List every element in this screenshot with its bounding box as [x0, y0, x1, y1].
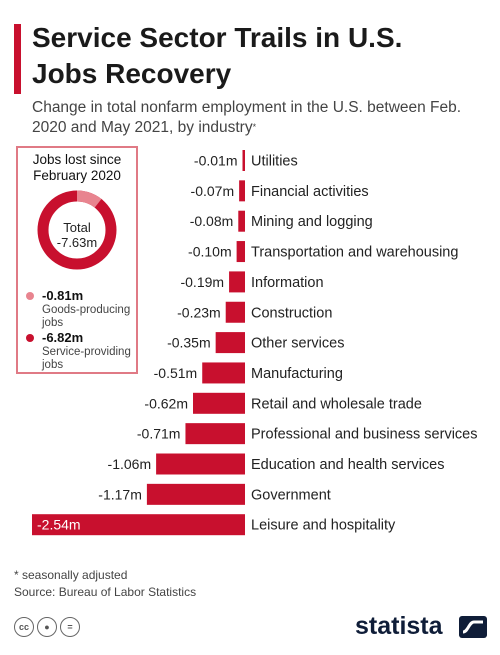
nd-icon[interactable]: =	[60, 617, 80, 637]
value-label: -0.01m	[194, 153, 238, 169]
service-providing-value: -6.82m	[42, 330, 84, 345]
category-label: Financial activities	[251, 184, 369, 200]
jobs-lost-donut-chart	[37, 190, 117, 270]
bar	[185, 423, 245, 445]
page-subtitle: Change in total nonfarm employment in th…	[32, 98, 472, 138]
bar	[225, 301, 245, 323]
bar	[242, 150, 245, 171]
subtitle-text: Change in total nonfarm employment in th…	[32, 99, 462, 136]
value-label: -0.07m	[191, 183, 235, 199]
bar	[229, 271, 245, 293]
service-providing-dot	[26, 334, 34, 342]
category-label: Utilities	[251, 154, 298, 170]
goods-producing-dot	[26, 292, 34, 300]
title-accent-bar	[14, 24, 21, 94]
category-label: Manufacturing	[251, 366, 343, 382]
bar	[239, 180, 245, 202]
category-label: Leisure and hospitality	[251, 518, 396, 534]
bar	[146, 483, 245, 505]
value-label: -2.54m	[37, 517, 81, 533]
category-label: Other services	[251, 336, 344, 352]
subtitle-footnote-mark: *	[252, 122, 257, 132]
bar	[156, 453, 245, 475]
donut-slice-goods-producing	[37, 190, 117, 270]
summary-title: Jobs lost since February 2020	[32, 152, 122, 183]
by-icon[interactable]: ●	[37, 617, 57, 637]
category-label: Transportation and warehousing	[251, 245, 458, 261]
value-label: -0.51m	[154, 365, 198, 381]
donut-total-value: -7.63m	[56, 235, 98, 250]
goods-producing-value: -0.81m	[42, 288, 84, 303]
value-label: -0.23m	[177, 304, 221, 320]
category-label: Education and health services	[251, 457, 444, 473]
donut-total-label: Total	[63, 220, 91, 235]
page-title: Service Sector Trails in U.S. Jobs Recov…	[32, 22, 403, 89]
jobs-change-bar-chart: -0.01m Utilities -0.07m Financial activitie…	[32, 150, 477, 536]
category-label: Mining and logging	[251, 214, 373, 230]
value-label: -0.08m	[190, 213, 234, 229]
value-label: -0.71m	[137, 426, 181, 442]
value-label: -0.19m	[180, 274, 224, 290]
category-label: Information	[251, 275, 324, 291]
value-label: -0.62m	[144, 395, 188, 411]
cc-icon[interactable]: cc	[14, 617, 34, 637]
bar	[193, 392, 245, 414]
jobs-lost-summary-box: Jobs lost since February 2020 Total -7.6…	[16, 146, 138, 374]
goods-producing-label: Goods-producing jobs	[42, 304, 131, 329]
category-label: Professional and business services	[251, 427, 477, 443]
value-label: -0.35m	[167, 335, 211, 351]
category-label: Government	[251, 487, 331, 503]
footnote: * seasonally adjusted	[14, 568, 128, 582]
source-note: Source: Bureau of Labor Statistics	[14, 585, 197, 599]
service-providing-label: Service-providing jobs	[42, 346, 131, 371]
bar	[236, 241, 245, 263]
statista-logo-mark	[459, 616, 487, 638]
value-label: -1.17m	[98, 486, 142, 502]
value-label: -1.06m	[108, 456, 152, 472]
category-label: Construction	[251, 305, 332, 321]
statista-logo[interactable]: statista	[355, 612, 443, 640]
bar	[32, 514, 245, 536]
value-label: -0.10m	[188, 244, 232, 260]
bar	[238, 210, 245, 232]
bar	[215, 332, 245, 354]
category-label: Retail and wholesale trade	[251, 396, 422, 412]
license-icons: cc ● =	[14, 617, 83, 637]
bar	[202, 362, 245, 384]
